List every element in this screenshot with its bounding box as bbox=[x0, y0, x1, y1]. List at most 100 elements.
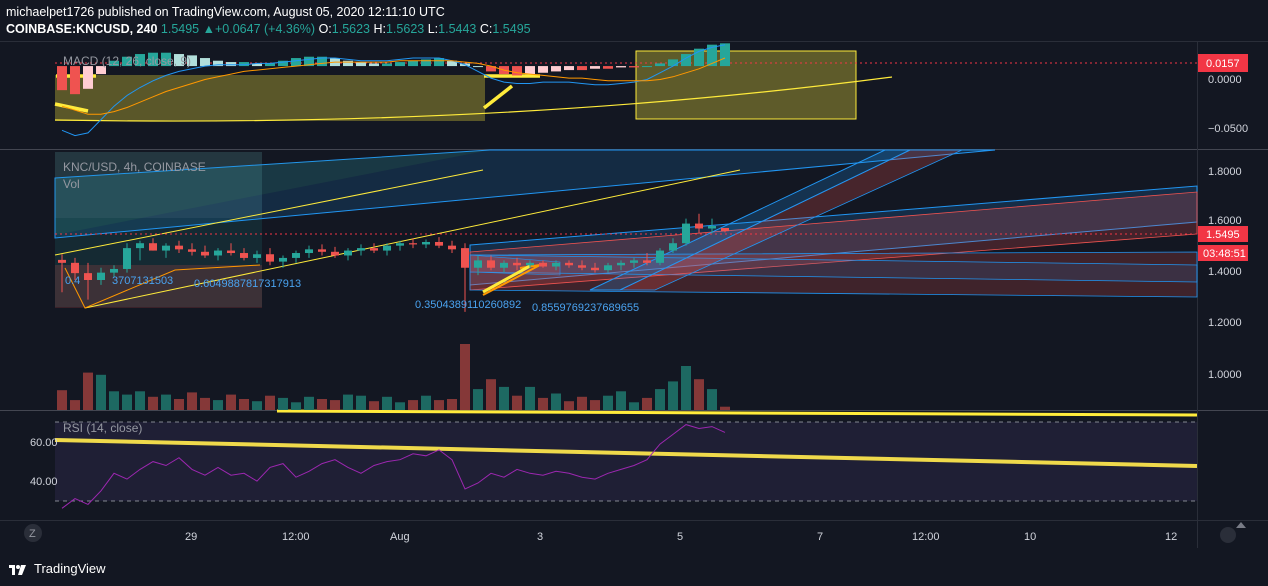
macd-histogram-bar bbox=[174, 54, 184, 67]
candle-body bbox=[617, 262, 625, 266]
candle-body bbox=[149, 243, 157, 251]
time-tick-0: 29 bbox=[185, 531, 197, 543]
macd-histogram-bar bbox=[590, 66, 600, 69]
macd-tick-1: −0.0500 bbox=[1208, 123, 1248, 135]
publisher-line: michaelpet1726 published on TradingView.… bbox=[6, 5, 445, 19]
high-label: H: bbox=[373, 22, 386, 36]
macd-yellow-marker-1[interactable] bbox=[54, 102, 89, 113]
yellow-trendline-1[interactable] bbox=[54, 169, 484, 256]
macd-histogram-bar bbox=[486, 66, 496, 72]
macd-histogram-bar bbox=[70, 66, 80, 95]
macd-histogram-bar bbox=[564, 66, 574, 71]
macd-histogram-bar bbox=[447, 60, 457, 67]
volume-bar bbox=[291, 402, 301, 410]
channel-blue-upper-left[interactable] bbox=[54, 149, 996, 239]
macd-histogram-bar bbox=[421, 59, 431, 67]
rsi-yellow-trendline-top[interactable] bbox=[276, 409, 1198, 417]
channel-red-lower[interactable] bbox=[469, 251, 1198, 298]
volume-bar bbox=[96, 374, 106, 410]
volume-bar bbox=[564, 401, 574, 410]
macd-current-tag bbox=[1198, 54, 1248, 72]
candle-body bbox=[123, 248, 131, 269]
zoom-button[interactable] bbox=[24, 524, 42, 542]
volume-bar bbox=[408, 400, 418, 410]
volume-bar bbox=[590, 400, 600, 410]
macd-histogram-bar bbox=[642, 66, 652, 68]
time-tick-1: 12:00 bbox=[282, 531, 310, 543]
volume-bar bbox=[642, 397, 652, 410]
change-arrow-icon: ▲ bbox=[202, 22, 215, 36]
macd-histogram-bar bbox=[304, 56, 314, 67]
time-tick-7: 10 bbox=[1024, 531, 1036, 543]
measure-box-green[interactable] bbox=[55, 152, 262, 307]
macd-histogram-bar bbox=[538, 66, 548, 73]
time-tick-6: 12:00 bbox=[912, 531, 940, 543]
candle-body bbox=[305, 249, 313, 254]
candle-body bbox=[136, 243, 144, 249]
scroll-up-icon[interactable] bbox=[1236, 522, 1246, 528]
volume-bar bbox=[434, 400, 444, 410]
macd-histogram-bar bbox=[278, 60, 288, 67]
volume-bar bbox=[278, 397, 288, 410]
macd-yellow-curve[interactable] bbox=[54, 76, 893, 122]
annotation-value-3: 0.3504389110260892 bbox=[415, 299, 521, 311]
countdown-value: 03:48:51 bbox=[1203, 248, 1246, 260]
volume-bar bbox=[577, 396, 587, 410]
macd-series bbox=[57, 43, 730, 137]
volume-bar bbox=[109, 391, 119, 410]
macd-yellow-marker-4[interactable] bbox=[482, 84, 514, 110]
macd-histogram-bar bbox=[395, 62, 405, 67]
volume-bar bbox=[707, 389, 717, 410]
macd-tick-0: 0.0000 bbox=[1208, 74, 1242, 86]
rsi-tick-1: 40.00 bbox=[30, 476, 58, 488]
candle-body bbox=[513, 262, 521, 266]
settings-gear-icon[interactable] bbox=[1220, 527, 1236, 543]
orange-zigzag-left[interactable] bbox=[64, 264, 261, 309]
price-tick-3: 1.2000 bbox=[1208, 317, 1242, 329]
volume-bar bbox=[265, 395, 275, 410]
macd-highlight-box-left[interactable] bbox=[55, 75, 485, 121]
drawing-layer[interactable] bbox=[54, 50, 1198, 468]
volume-bar bbox=[343, 394, 353, 410]
candle-body bbox=[565, 262, 573, 266]
volume-bar bbox=[525, 386, 535, 410]
main-pane-label: KNC/USD, 4h, COINBASE bbox=[63, 160, 206, 174]
candle-body bbox=[552, 262, 560, 267]
low-value: 1.5443 bbox=[438, 22, 477, 36]
time-tick-8: 12 bbox=[1165, 531, 1177, 543]
channel-green-upper-left[interactable] bbox=[55, 150, 490, 235]
yellow-marker-main[interactable] bbox=[482, 264, 531, 294]
candle-body bbox=[71, 262, 79, 274]
candle-body bbox=[435, 241, 443, 246]
volume-bar bbox=[70, 400, 80, 410]
macd-histogram-bar bbox=[408, 60, 418, 67]
rsi-yellow-trendline[interactable] bbox=[54, 438, 1198, 468]
symbol-line: COINBASE:KNCUSD, 240 1.5495 ▲+0.0647 (+4… bbox=[6, 21, 531, 38]
candle-body bbox=[318, 249, 326, 252]
macd-highlight-box-right[interactable] bbox=[635, 50, 857, 120]
candle-body bbox=[84, 273, 92, 280]
annotation-value-4: 0.8559769237689655 bbox=[532, 302, 639, 314]
volume-bar bbox=[551, 393, 561, 410]
volume-bar bbox=[486, 379, 496, 410]
macd-histogram-bar bbox=[720, 43, 730, 67]
macd-histogram-bar bbox=[655, 63, 665, 67]
macd-histogram-bar bbox=[252, 63, 262, 67]
rsi-band-fill bbox=[55, 422, 1197, 501]
macd-histogram-bar bbox=[161, 52, 171, 67]
measure-box-light[interactable] bbox=[55, 152, 262, 218]
candle-body bbox=[227, 250, 235, 254]
macd-histogram-bar bbox=[187, 55, 197, 67]
fan-red-steep[interactable] bbox=[619, 149, 963, 291]
rsi-series bbox=[61, 424, 726, 509]
volume-bar bbox=[538, 397, 548, 410]
volume-bar bbox=[499, 386, 509, 410]
range-box-red[interactable] bbox=[55, 265, 262, 308]
macd-histogram-bar bbox=[603, 66, 613, 69]
candle-body bbox=[383, 245, 391, 251]
volume-bar bbox=[473, 389, 483, 410]
volume-bar bbox=[447, 399, 457, 410]
macd-histogram-bar bbox=[434, 58, 444, 67]
volume-bar bbox=[213, 400, 223, 410]
